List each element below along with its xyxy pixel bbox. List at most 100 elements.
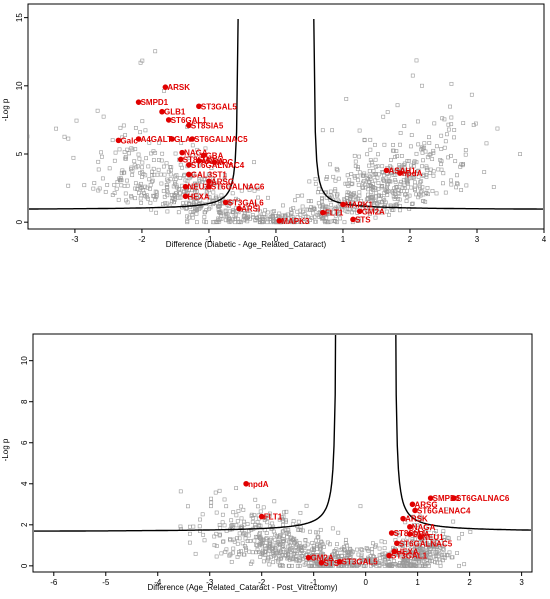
background-point: [143, 184, 148, 189]
background-point: [434, 535, 439, 540]
background-point: [335, 192, 340, 197]
background-point: [391, 143, 395, 147]
background-point: [281, 539, 286, 543]
highlight-point: [383, 167, 390, 174]
background-point: [332, 218, 337, 223]
background-point: [427, 153, 432, 157]
background-point: [209, 166, 214, 170]
background-point: [324, 177, 329, 181]
background-point: [431, 173, 436, 178]
background-point: [277, 535, 281, 540]
background-point: [265, 520, 270, 525]
background-point: [212, 182, 217, 187]
background-point: [203, 146, 208, 151]
background-point: [150, 178, 155, 183]
background-point: [342, 198, 347, 203]
volcano-panel-1: -3 -2 -1 0 1 2 3 4 0 5 10 15 Difference (Diabetic - …: [1, 3, 547, 249]
background-point: [229, 523, 234, 528]
background-point: [271, 553, 276, 558]
background-point: [411, 556, 416, 561]
background-point: [149, 151, 153, 156]
background-point: [392, 196, 397, 201]
background-point: [267, 562, 272, 567]
background-point: [306, 549, 311, 553]
background-point: [173, 182, 178, 187]
highlight-point: [211, 159, 218, 165]
background-point: [416, 540, 421, 545]
background-point: [428, 544, 432, 549]
background-point: [168, 177, 173, 182]
background-point: [301, 220, 306, 224]
background-point: [345, 193, 350, 197]
background-point: [198, 198, 203, 202]
background-point: [452, 135, 456, 140]
background-point: [284, 550, 288, 555]
plot-area: SMPD1ST6GALNAC6ARSGST6GALNAC4ARSKNAGAST8…: [34, 335, 531, 568]
background-point: [264, 215, 269, 220]
background-point: [140, 160, 145, 165]
background-point: [133, 196, 138, 201]
background-point: [370, 550, 374, 555]
background-point: [427, 135, 431, 140]
background-point: [335, 197, 340, 202]
background-point: [430, 189, 435, 193]
background-point: [329, 559, 334, 563]
background-point: [123, 133, 128, 138]
background-point: [315, 535, 320, 540]
background-point: [66, 183, 71, 188]
background-point: [231, 510, 236, 515]
background-point: [130, 173, 135, 177]
highlight-label: npdA: [402, 169, 423, 178]
background-point: [455, 181, 459, 186]
background-point: [446, 536, 451, 541]
background-point: [117, 147, 122, 152]
highlight-label: SMPD1: [141, 98, 169, 107]
background-point: [300, 204, 305, 209]
background-point: [463, 148, 468, 152]
background-point: [148, 182, 153, 187]
background-point: [262, 518, 267, 522]
background-point: [343, 541, 348, 546]
background-point: [381, 196, 386, 201]
background-point: [291, 519, 296, 524]
background-point: [415, 169, 420, 174]
background-point: [260, 217, 265, 221]
background-point: [445, 535, 450, 540]
background-point: [416, 142, 421, 147]
background-point: [335, 212, 340, 216]
background-point: [352, 208, 357, 213]
background-point: [280, 538, 285, 543]
highlight-point: [200, 152, 207, 159]
highlight-point: [135, 136, 142, 142]
background-point: [153, 49, 158, 54]
background-point: [359, 547, 364, 552]
background-point: [232, 539, 237, 544]
background-point: [335, 542, 339, 547]
background-point: [441, 171, 446, 176]
background-point: [181, 201, 185, 206]
background-point: [71, 155, 76, 160]
background-point: [409, 163, 414, 168]
background-point: [392, 559, 396, 563]
background-point: [197, 173, 202, 178]
background-point: [110, 193, 115, 197]
background-point: [312, 214, 317, 219]
background-point: [393, 155, 397, 159]
background-point: [277, 517, 282, 522]
background-point: [325, 540, 330, 545]
background-point: [272, 499, 277, 504]
highlight-label: A4GALT: [141, 135, 173, 144]
background-point: [361, 174, 366, 178]
background-point: [202, 215, 207, 219]
background-point: [283, 213, 288, 218]
background-point: [382, 142, 387, 147]
background-point: [373, 142, 377, 147]
highlight-label: GBA: [206, 151, 224, 160]
background-point: [229, 559, 234, 564]
background-point: [379, 539, 384, 544]
background-point: [268, 537, 273, 542]
background-point: [361, 561, 365, 565]
background-point: [154, 210, 158, 215]
background-point: [405, 168, 410, 172]
